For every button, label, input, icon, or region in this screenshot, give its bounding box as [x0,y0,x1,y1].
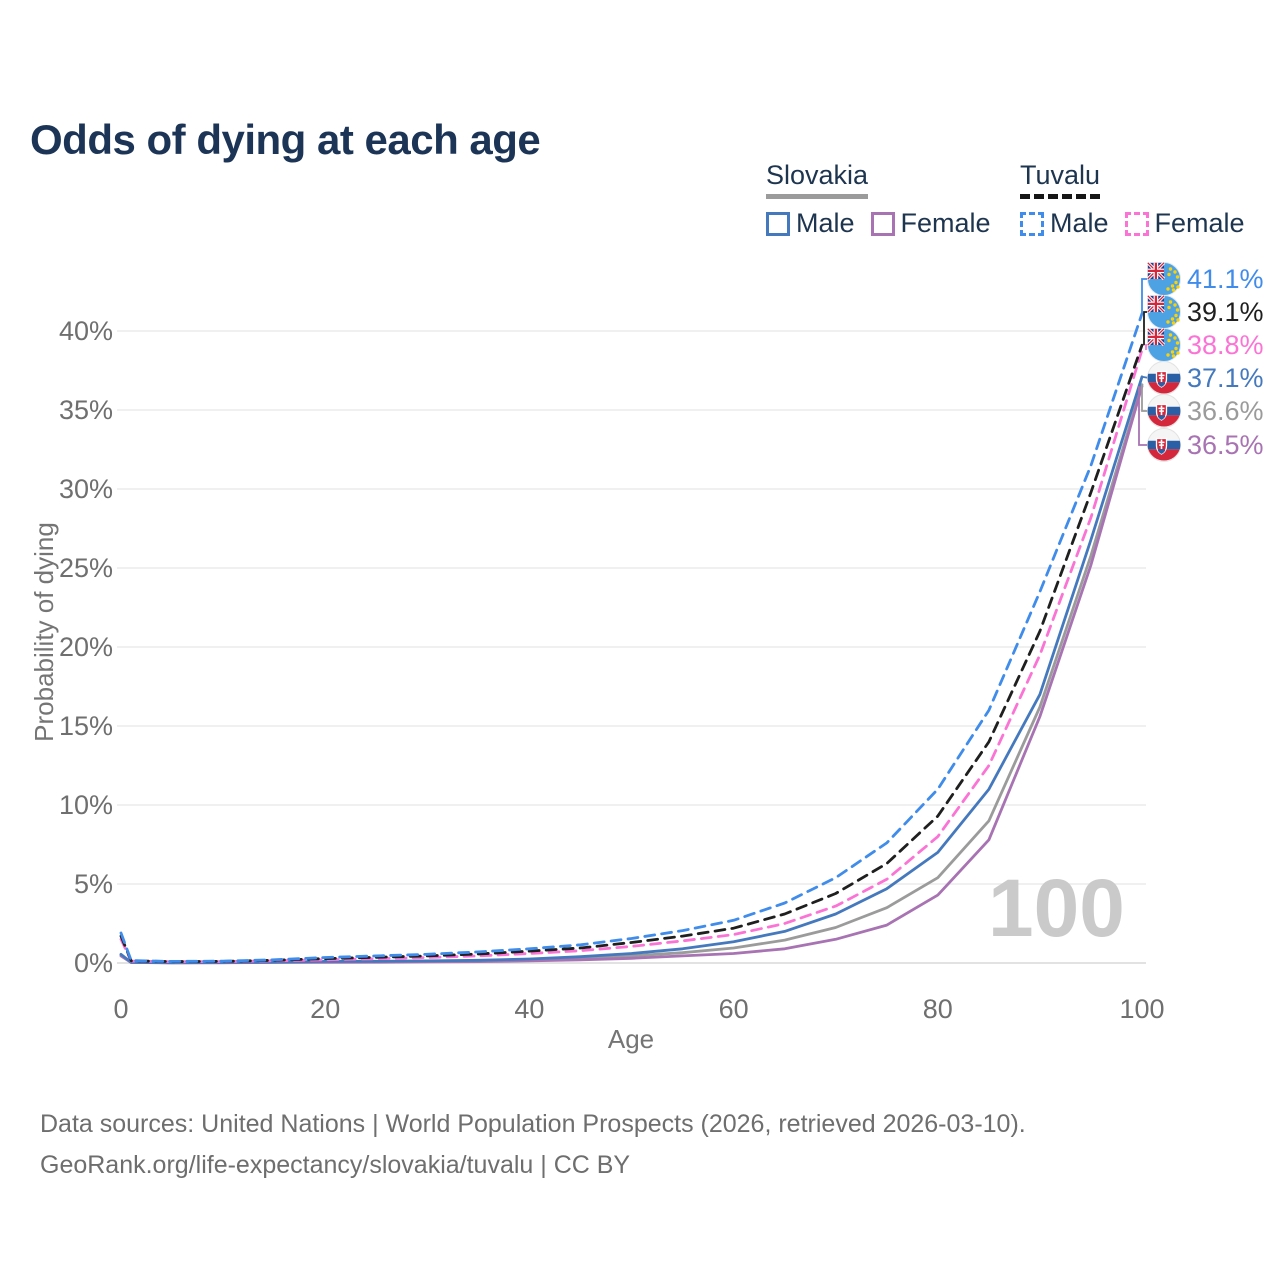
footer: Data sources: United Nations | World Pop… [40,1104,1026,1186]
end-label-value: 39.1% [1187,296,1264,327]
legend-entry-slovakia-female[interactable]: Female [870,208,991,239]
slovakia-flag-icon [1147,428,1181,462]
page-title: Odds of dying at each age [30,116,541,164]
x-tick-label: 20 [310,994,340,1024]
x-tick-label: 60 [719,994,749,1024]
legend-group-slovakia: Slovakia Male Female [766,160,991,239]
slovakia-flag-icon [1147,394,1181,428]
slovakia-flag-icon [1147,361,1181,395]
end-label-tuvalu-male: 41.1% [1147,262,1264,296]
end-label-tuvalu-female: 38.8% [1147,328,1264,362]
y-axis-title: Probability of dying [29,522,59,742]
legend-label-slovakia-female: Female [900,208,991,238]
age-watermark: 100 [988,863,1125,954]
legend-heading-slovakia: Slovakia [766,160,869,199]
x-tick-label: 0 [113,994,128,1024]
end-label-connector [1138,386,1149,446]
y-tick-label: 5% [74,869,113,899]
data-sources-line: Data sources: United Nations | World Pop… [40,1110,1026,1138]
y-tick-label: 0% [74,948,113,978]
x-tick-label: 40 [514,994,544,1024]
chart-canvas[interactable]: 0% 5% 10% 15% 20% 25% 30% 35% 40% 0 20 40 60 80 100 [0,0,1280,1080]
series-line-tuvalu-male [119,312,1144,963]
end-label-tuvalu-all: 39.1% [1147,295,1264,329]
source-url-line: GeoRank.org/life-expectancy/slovakia/tuv… [40,1151,631,1179]
y-tick-label: 25% [59,553,113,583]
end-label-slovakia-female: 36.5% [1147,428,1264,462]
end-label-value: 36.5% [1187,429,1264,460]
end-label-connector [1141,278,1149,314]
y-tick-label: 35% [59,395,113,425]
y-tick-label: 30% [59,474,113,504]
end-label-value: 41.1% [1187,263,1264,294]
legend-entry-tuvalu-male[interactable]: Male [1020,208,1109,239]
y-tick-label: 20% [59,632,113,662]
x-tick-label: 100 [1119,994,1164,1024]
end-label-value: 38.8% [1187,329,1264,360]
y-tick-label: 40% [59,316,113,346]
legend-swatch-tuvalu-male[interactable] [1020,211,1044,236]
legend-label-tuvalu-male: Male [1050,208,1109,238]
legend-entry-tuvalu-female[interactable]: Female [1124,208,1245,239]
tuvalu-flag-icon [1147,295,1181,329]
legend-group-tuvalu: Tuvalu Male Female [1020,160,1245,239]
y-tick-label: 10% [59,790,113,820]
legend-swatch-slovakia-male[interactable] [766,211,790,236]
y-tick-label: 15% [59,711,113,741]
legend-swatch-tuvalu-female[interactable] [1124,211,1149,236]
end-label-value: 36.6% [1187,395,1264,426]
legend-entry-slovakia-male[interactable]: Male [766,208,855,239]
x-axis-label: Age [607,1024,655,1054]
end-label-value: 37.1% [1187,362,1264,393]
tuvalu-flag-icon [1147,262,1181,296]
x-tick-label: 80 [923,994,953,1024]
end-label-connector [1141,384,1149,412]
legend-swatch-slovakia-female[interactable] [870,211,895,236]
legend-label-tuvalu-female: Female [1154,208,1245,238]
end-label-slovakia-all: 36.6% [1147,394,1264,428]
end-label-slovakia-male: 37.1% [1147,361,1264,395]
legend-label-slovakia-male: Male [796,208,855,238]
legend-heading-tuvalu: Tuvalu [1020,160,1101,199]
tuvalu-flag-icon [1147,328,1181,362]
